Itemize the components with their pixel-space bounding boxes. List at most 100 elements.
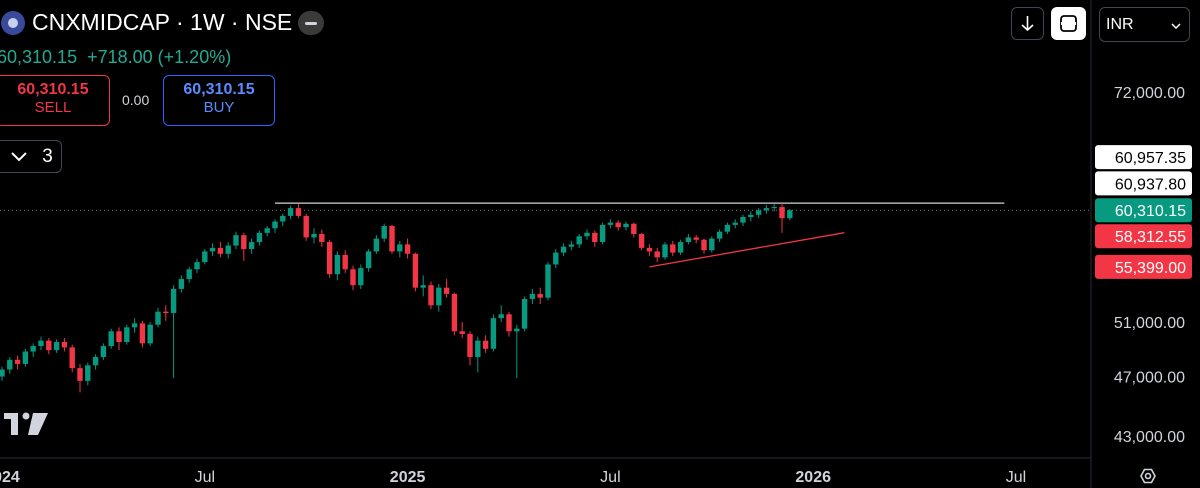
candle-body [732,222,738,225]
tradingview-logo [4,412,48,435]
candle-body [381,226,387,239]
buy-button[interactable]: 60,310.15 BUY [163,75,275,126]
candle-body [623,223,629,228]
candle-body [646,247,653,252]
price-label-bg [1095,145,1192,170]
candle-body [358,268,364,286]
candle-body [131,323,138,328]
price-label-bg [1095,224,1192,249]
candle-body [568,244,575,247]
candle-body [326,242,333,275]
candle-body [100,346,107,357]
price-label-text: 60,937.80 [1115,176,1186,193]
candle-body [22,351,29,364]
candle-body [53,342,60,351]
candle-body [256,232,263,243]
candle-body [724,224,731,232]
candle-body [186,269,192,280]
x-tick-label: Jul [1006,469,1026,486]
quote-line: 60,310.15 +718.00 (+1.20%) [0,47,231,68]
candle-body [264,228,270,233]
spread: 0.00 [122,92,150,108]
candle-body [693,237,699,240]
candle-body [553,252,559,265]
x-tick-label: 2025 [390,469,426,486]
candle-body [779,207,785,219]
candle-body [748,214,754,218]
candle-body [124,327,130,343]
chevron [11,152,27,162]
candle-body [451,293,458,332]
candle-body [155,311,161,325]
candle-body [490,318,497,349]
candle-body [592,232,598,243]
buy-price: 60,310.15 [183,81,255,98]
price-label: 60,957.35 [1095,145,1192,170]
candle-body [225,245,231,254]
candle-body [599,224,606,243]
candle-body [763,208,770,211]
candle-body [342,254,348,270]
candle-body [14,359,21,364]
candle-body [607,222,614,225]
candle-body [319,233,325,243]
candle-body [295,208,302,216]
candle-body [467,333,473,357]
candle-body [576,236,582,245]
candle-body [654,251,660,258]
sell-price: 60,310.15 [17,81,89,98]
candle-body [0,369,5,377]
toggle-button[interactable] [298,11,324,35]
candle-body [662,244,668,258]
last-price: 60,310.15 [0,47,78,67]
candle-body [69,347,75,369]
candle-body [389,226,395,252]
candle-body [537,293,543,298]
candle-body [506,314,512,332]
dropdown-arrow [1171,23,1181,29]
candle-body [334,254,341,275]
candle-body [287,208,294,216]
download-icon [1021,16,1034,32]
candle-body [116,331,122,343]
sell-button[interactable]: 60,310.15 SELL [0,75,110,126]
candle-body [638,233,645,248]
settings-icon[interactable] [1140,468,1156,484]
candle-body [170,288,177,313]
x-tick-label: Jul [600,469,620,486]
price-label: 58,312.55 [1095,224,1192,249]
candle-body [443,287,450,294]
candle-body [436,287,442,306]
candle-body [529,293,536,299]
x-tick-label: 2026 [795,469,831,486]
candle-body [498,314,504,319]
candle-body [787,210,793,219]
candle-body [615,222,621,228]
price-change: +718.00 (+1.20%) [87,47,232,67]
price-label-bg [1095,171,1192,196]
candle-body [709,238,715,251]
candle-body [584,232,590,237]
candle-body [373,238,380,252]
price-label-text: 58,312.55 [1115,229,1186,246]
indicators-toggle[interactable]: 3 [0,140,62,173]
download-button[interactable] [1011,7,1044,40]
candle-body [521,298,528,329]
candle-body [475,340,481,357]
price-label-text: 60,310.15 [1115,203,1186,220]
candle-body [163,311,169,313]
candle-body [482,340,489,349]
fullscreen-button[interactable] [1051,7,1086,40]
candle-body [771,207,777,209]
candle-body [677,242,684,253]
x-tick-label: Jul [195,469,215,486]
candle-body [209,247,216,252]
candle-body [311,233,317,238]
candle-body [30,346,36,352]
candle-body [560,246,567,253]
y-tick-label: 43,000.00 [1114,429,1185,446]
x-tick-label: 2024 [0,469,20,486]
candle-body [233,235,239,246]
currency-select[interactable]: INR [1099,7,1190,42]
candle-body [514,328,520,332]
